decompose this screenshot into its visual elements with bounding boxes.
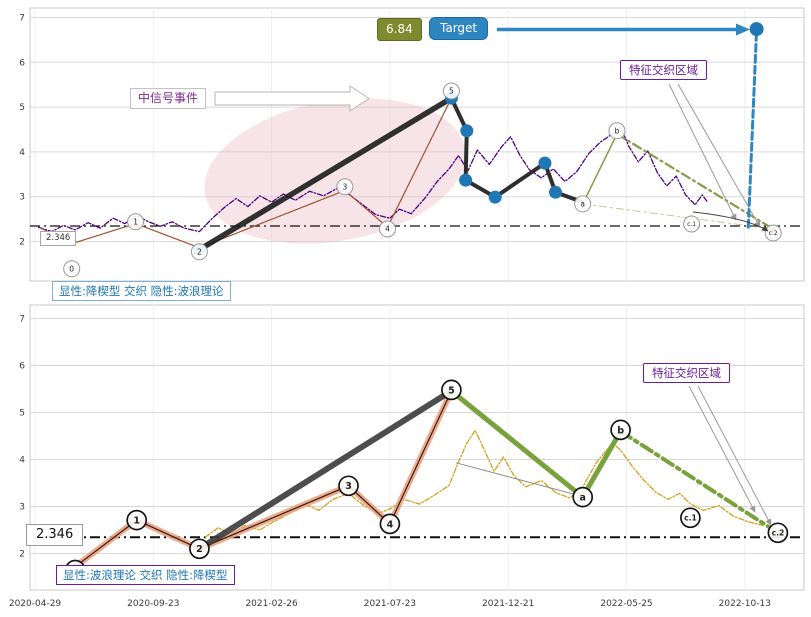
- impulse-line-thick: [196, 95, 455, 253]
- reference-value-label-bottom: 2.346: [26, 524, 84, 547]
- wave-marker: [610, 419, 631, 441]
- plot-frame: [29, 304, 805, 591]
- wave-marker-label: c.2: [769, 230, 778, 237]
- y-tick-label: 2: [19, 238, 25, 248]
- wedge-upper-dashdot: [615, 132, 775, 231]
- marker-dot: [549, 185, 562, 199]
- wave-marker: [764, 224, 782, 242]
- x-tick-label: 2021-12-21: [482, 599, 534, 609]
- a-b-line: [581, 133, 618, 205]
- wave-marker: [574, 195, 592, 213]
- wave-line-thin: [74, 390, 452, 568]
- wave-marker-label: 1: [133, 516, 140, 527]
- interweave-zone-label-top: 特征交织区域: [620, 60, 707, 81]
- zone-leader-top-1: [668, 83, 737, 221]
- wave-marker: [63, 260, 81, 278]
- top-panel: 2 3 4 5 6 7 0 1 2 3 4 5 a b c.1 c.2: [19, 7, 805, 282]
- wedge-lower-dashdot: [582, 203, 774, 230]
- wave-marker-label: 2: [196, 544, 203, 555]
- y-tick-label: 3: [19, 503, 25, 513]
- bottom-panel: 2 3 4 5 6 7 2020-04-29 2020-09-23 2021-02-26 2021…: [9, 304, 805, 609]
- wave-marker: [442, 82, 460, 100]
- wave-marker-label: a: [580, 200, 585, 209]
- wave-marker-label: b: [617, 425, 624, 436]
- x-tick-label: 2021-07-23: [364, 599, 416, 609]
- target-value-badge: 6.84: [377, 18, 422, 41]
- wave-marker: [189, 538, 210, 560]
- wave-marker: [190, 243, 208, 261]
- marker-dot: [488, 190, 502, 204]
- wave-marker: [683, 215, 701, 233]
- zone-leader-bottom-2: [697, 385, 772, 526]
- y-tick-label: 2: [19, 550, 25, 560]
- x-tick-label: 2020-04-29: [9, 599, 62, 609]
- wave-marker: [338, 475, 359, 497]
- marker-dot: [460, 124, 474, 138]
- marker-dot: [749, 22, 764, 37]
- annotations: [214, 23, 772, 526]
- trend-line-thin: [455, 462, 582, 497]
- wave-marker: [336, 178, 354, 196]
- wave-marker-label: 2: [197, 248, 202, 257]
- wave-marker-label: 3: [345, 481, 352, 492]
- wave-marker: [680, 507, 701, 529]
- marker-dot: [538, 156, 552, 170]
- wave-marker-label: c.1: [684, 514, 697, 523]
- wave-marker: [572, 486, 594, 508]
- signal-event-label: 中信号事件: [130, 88, 207, 109]
- x-tick-label: 2022-10-13: [719, 599, 771, 609]
- y-tick-label: 5: [19, 409, 25, 419]
- reference-value-label-top: 2.346: [40, 231, 77, 246]
- wave-marker-label: 3: [343, 183, 348, 192]
- wave-marker-label: a: [579, 493, 585, 504]
- x-tick-label: 2022-05-25: [600, 599, 652, 609]
- wedge-dashdot-green: [618, 429, 780, 535]
- wave-marker: [126, 509, 148, 531]
- x-tick-label: 2021-02-26: [245, 599, 298, 609]
- y-tick-label: 6: [19, 362, 25, 372]
- marker-dot: [459, 173, 473, 187]
- wave-marker-label: c.2: [772, 529, 785, 538]
- wave-marker: [379, 513, 401, 535]
- y-tick-label: 5: [19, 103, 25, 113]
- plot-frame: [29, 7, 805, 282]
- impulse-line-thick: [196, 387, 455, 552]
- x-tick-label: 2020-09-23: [127, 599, 179, 609]
- wave-marker-label: 1: [133, 218, 138, 227]
- mode-label-top: 显性:降楔型 交织 隐性:波浪理论: [52, 281, 231, 302]
- target-arrow-head: [736, 23, 750, 36]
- wave-marker-label: 4: [387, 519, 394, 530]
- mode-label-bottom: 显性:波浪理论 交织 隐性:降楔型: [56, 565, 235, 586]
- wave-marker: [767, 522, 789, 544]
- wave-marker: [608, 122, 626, 140]
- wave-marker-label: 5: [448, 385, 455, 396]
- y-tick-label: 3: [19, 193, 25, 203]
- wave-marker-label: 5: [449, 87, 454, 96]
- y-tick-label: 7: [19, 14, 25, 24]
- wave-marker-label: b: [615, 127, 620, 136]
- zone-leader-top-2: [677, 83, 761, 228]
- target-badge: Target: [429, 17, 489, 40]
- signal-event-arrow: [214, 85, 370, 112]
- wave-marker: [441, 379, 462, 401]
- zone-leader-bottom-1: [688, 385, 756, 513]
- wave-marker-label: 4: [385, 225, 390, 234]
- wave-marker-label: 0: [69, 265, 74, 274]
- y-tick-label: 4: [19, 456, 25, 466]
- target-projection-dashed: [746, 27, 759, 229]
- wave-marker: [379, 220, 396, 238]
- y-tick-label: 4: [19, 148, 25, 158]
- y-tick-label: 6: [19, 58, 25, 68]
- interweave-zone-label-bottom: 特征交织区域: [643, 363, 730, 384]
- zone-curve-top: [692, 211, 769, 232]
- wave-marker-label: c.1: [687, 221, 696, 228]
- y-tick-label: 7: [19, 315, 25, 325]
- wave-marker: [127, 213, 145, 231]
